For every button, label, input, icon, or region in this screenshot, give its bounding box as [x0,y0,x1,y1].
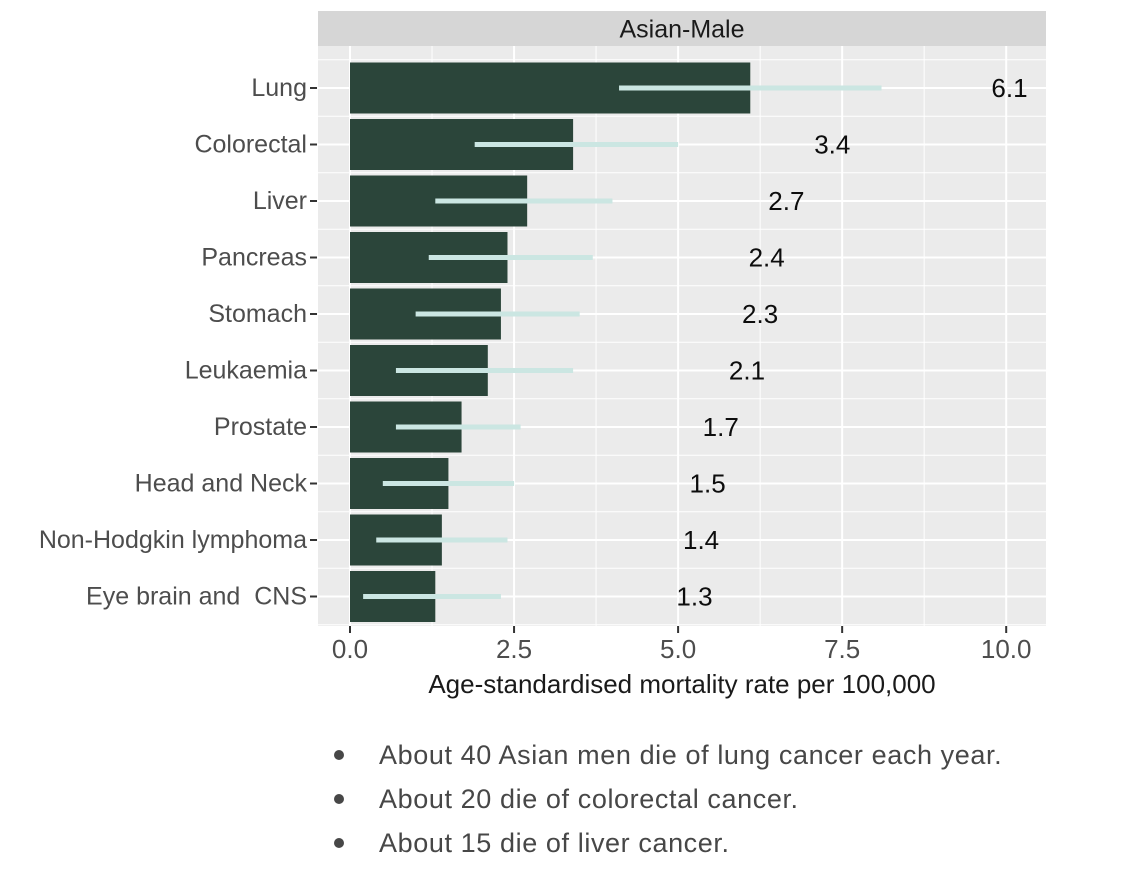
category-label: Stomach [208,300,307,328]
category-label: Prostate [214,413,307,441]
value-label: 1.3 [676,582,712,612]
value-label: 2.4 [749,243,785,273]
x-tick-label: 10.0 [981,634,1032,664]
value-label: 2.7 [768,186,804,216]
x-tick-label: 7.5 [824,634,860,664]
value-label: 1.7 [703,412,739,442]
facet-strip [318,11,1046,46]
bullet-text: About 20 die of colorectal cancer. [379,783,799,814]
bullet-dot-icon [334,750,344,760]
bullet-item: About 15 die of liver cancer. [334,821,1002,865]
value-label: 2.1 [729,356,765,386]
x-tick-label: 2.5 [496,634,532,664]
x-tick-label: 0.0 [332,634,368,664]
summary-bullet-list: About 40 Asian men die of lung cancer ea… [334,733,1002,865]
mortality-bar-chart: Asian-Male 6.1 3.4 2.7 2.4 2.3 2.1 1.7 1.5 1.4 1.3… [39,11,1046,699]
bullet-dot-icon [334,838,344,848]
facet-title: Asian-Male [619,16,744,44]
x-axis-title: Age-standardised mortality rate per 100,… [428,669,935,699]
value-label: 3.4 [814,130,850,160]
category-label: Head and Neck [135,470,308,498]
chart-canvas: Asian-Male 6.1 3.4 2.7 2.4 2.3 2.1 1.7 1.5 1.4 1.3… [39,11,1046,699]
value-label: 1.5 [690,469,726,499]
value-label: 6.1 [991,73,1027,103]
category-label: Colorectal [194,131,307,159]
category-label: Non-Hodgkin lymphoma [39,526,307,554]
x-tick-label: 5.0 [660,634,696,664]
category-label: Lung [251,74,307,102]
bullet-text: About 40 Asian men die of lung cancer ea… [379,739,1003,770]
value-label: 1.4 [683,525,719,555]
value-label: 2.3 [742,299,778,329]
bullet-text: About 15 die of liver cancer. [379,827,730,858]
category-label: Liver [253,187,307,215]
bullet-item: About 40 Asian men die of lung cancer ea… [334,733,1002,777]
category-label: Pancreas [201,244,307,272]
bullet-item: About 20 die of colorectal cancer. [334,777,1002,821]
category-label: Leukaemia [185,357,307,385]
bullet-dot-icon [334,794,344,804]
category-label: Eye brain and CNS [86,583,307,611]
